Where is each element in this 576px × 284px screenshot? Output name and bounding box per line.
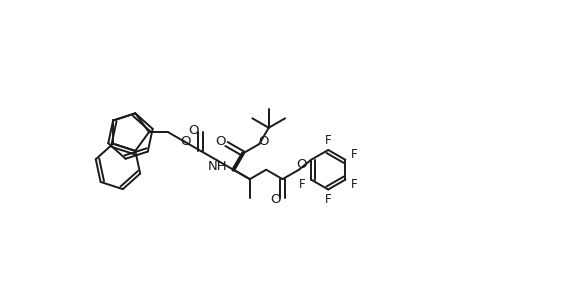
Text: O: O (188, 124, 199, 137)
Text: F: F (351, 178, 357, 191)
Text: NH: NH (209, 160, 228, 173)
Text: O: O (258, 135, 268, 148)
Text: F: F (325, 133, 332, 147)
Text: O: O (297, 158, 307, 171)
Text: O: O (180, 135, 191, 148)
Text: O: O (270, 193, 281, 206)
Text: F: F (299, 178, 306, 191)
Text: F: F (351, 149, 357, 161)
Text: O: O (215, 135, 226, 148)
Text: F: F (325, 193, 332, 206)
